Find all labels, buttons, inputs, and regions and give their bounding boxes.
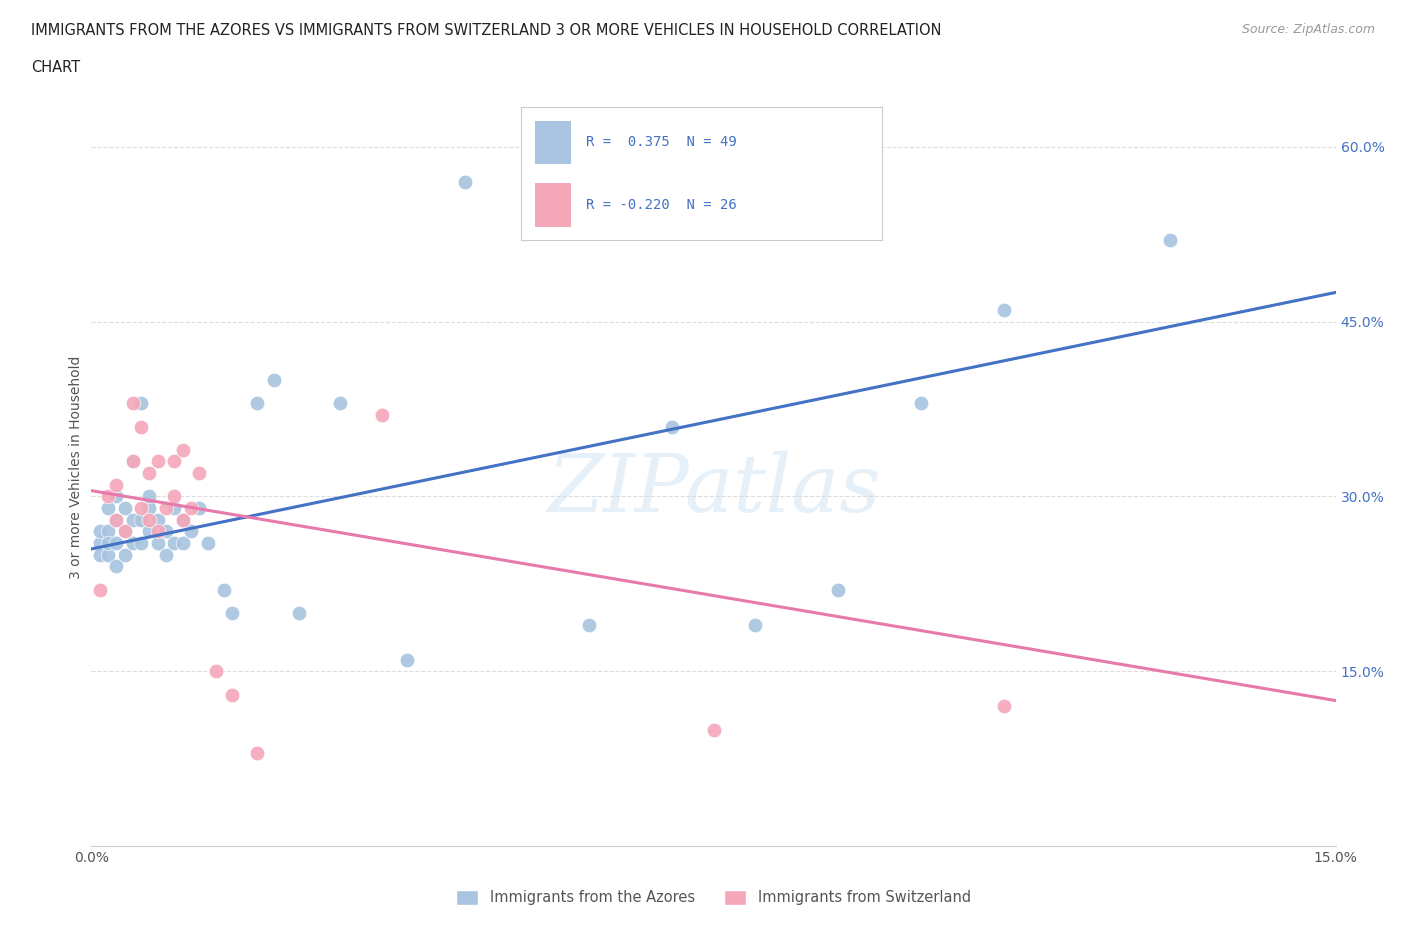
Point bbox=[138, 524, 160, 538]
Point bbox=[89, 524, 111, 538]
Point bbox=[105, 477, 128, 492]
Point bbox=[661, 419, 683, 434]
Point bbox=[287, 605, 309, 620]
Point bbox=[221, 687, 243, 702]
Point bbox=[105, 512, 128, 527]
Point bbox=[146, 536, 169, 551]
Point bbox=[121, 512, 145, 527]
Point bbox=[121, 454, 145, 469]
Point bbox=[827, 582, 849, 597]
Point bbox=[105, 559, 128, 574]
Point bbox=[163, 489, 186, 504]
Point bbox=[993, 302, 1015, 317]
Text: Source: ZipAtlas.com: Source: ZipAtlas.com bbox=[1241, 23, 1375, 36]
Point bbox=[105, 536, 128, 551]
Point bbox=[121, 536, 145, 551]
Point bbox=[129, 536, 152, 551]
Point bbox=[1159, 232, 1181, 247]
Point bbox=[163, 454, 186, 469]
Point bbox=[993, 699, 1015, 714]
Point bbox=[163, 536, 186, 551]
Point bbox=[138, 500, 160, 515]
Point bbox=[105, 489, 128, 504]
Point bbox=[129, 512, 152, 527]
Point bbox=[114, 524, 136, 538]
Point bbox=[180, 524, 202, 538]
Point bbox=[97, 500, 120, 515]
Point bbox=[89, 548, 111, 563]
Point bbox=[221, 605, 243, 620]
Point bbox=[246, 396, 269, 411]
Point bbox=[197, 536, 219, 551]
Point bbox=[89, 582, 111, 597]
Point bbox=[121, 454, 145, 469]
Point bbox=[97, 548, 120, 563]
Point bbox=[395, 652, 418, 667]
Point bbox=[910, 396, 932, 411]
Point bbox=[172, 536, 194, 551]
Point bbox=[97, 524, 120, 538]
Y-axis label: 3 or more Vehicles in Household: 3 or more Vehicles in Household bbox=[69, 355, 83, 579]
Point bbox=[453, 174, 475, 189]
Point bbox=[138, 466, 160, 481]
Point bbox=[172, 443, 194, 458]
Point bbox=[146, 454, 169, 469]
Point bbox=[114, 524, 136, 538]
Point bbox=[138, 512, 160, 527]
Point bbox=[114, 500, 136, 515]
Point bbox=[155, 500, 177, 515]
Point bbox=[329, 396, 352, 411]
Point bbox=[105, 512, 128, 527]
Point bbox=[205, 664, 228, 679]
Text: ZIPatlas: ZIPatlas bbox=[547, 451, 880, 529]
Point bbox=[744, 618, 766, 632]
Point bbox=[129, 500, 152, 515]
Text: CHART: CHART bbox=[31, 60, 80, 75]
Point bbox=[138, 489, 160, 504]
Point bbox=[155, 524, 177, 538]
Point bbox=[97, 536, 120, 551]
Point bbox=[188, 500, 211, 515]
Point bbox=[97, 489, 120, 504]
Point bbox=[129, 396, 152, 411]
Point bbox=[155, 548, 177, 563]
Point bbox=[578, 618, 600, 632]
Point bbox=[129, 419, 152, 434]
Point bbox=[212, 582, 235, 597]
Point bbox=[163, 500, 186, 515]
Point bbox=[121, 396, 145, 411]
Point bbox=[114, 548, 136, 563]
Point bbox=[172, 512, 194, 527]
Point bbox=[702, 723, 725, 737]
Point bbox=[188, 466, 211, 481]
Point bbox=[172, 512, 194, 527]
Point bbox=[180, 500, 202, 515]
Point bbox=[263, 372, 285, 387]
Point bbox=[89, 536, 111, 551]
Point bbox=[371, 407, 394, 422]
Point bbox=[146, 512, 169, 527]
Legend: Immigrants from the Azores, Immigrants from Switzerland: Immigrants from the Azores, Immigrants f… bbox=[450, 884, 977, 911]
Text: IMMIGRANTS FROM THE AZORES VS IMMIGRANTS FROM SWITZERLAND 3 OR MORE VEHICLES IN : IMMIGRANTS FROM THE AZORES VS IMMIGRANTS… bbox=[31, 23, 942, 38]
Point bbox=[246, 746, 269, 761]
Point bbox=[146, 524, 169, 538]
